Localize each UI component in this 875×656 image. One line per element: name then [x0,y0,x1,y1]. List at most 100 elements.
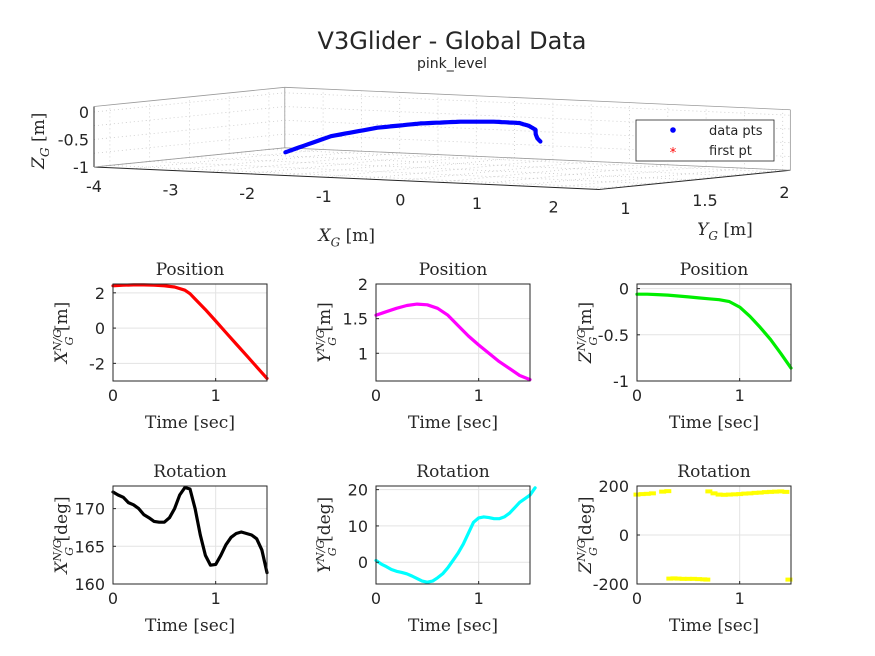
data-point [670,576,678,581]
grid-floor-y [268,149,775,173]
y-tick-label: -0.5 [598,326,629,345]
plot-3d-trajectory: -4 -3 -2 -1 0 1 2 1 1.5 2 0 -0.5 -1 XG [m] YG [m] ZG [m… [29,86,791,249]
x-axis-label: Time [sec] [408,413,498,433]
grid-floor-x [591,169,783,190]
box-edge [284,86,791,111]
box-edge [93,147,285,168]
axis-x-line [93,166,600,190]
grid-floor-y [149,161,656,185]
x-axis-label: Time [sec] [145,413,235,433]
subplot-title: Position [680,260,749,280]
data-point [777,489,785,494]
y-axis-label: YN/GG [m] [314,302,339,363]
axes-frame [636,283,792,382]
y-tick-label: 1 [358,344,368,363]
data-point [751,490,759,495]
data-point [638,492,646,497]
x-tick-label: 0 [632,589,642,608]
data-point [731,492,739,497]
y-tick-label: 20 [348,481,368,500]
axes-frame [112,485,268,585]
y-tick-label: 165 [74,537,105,556]
data-point [785,577,793,582]
y-tick-label: 2 [95,284,105,303]
data-point [666,576,674,581]
x-tick-label: 1 [474,589,484,608]
y3d-tick-label: 1 [620,199,630,218]
z3d-axis-label: ZG [m] [29,113,52,170]
data-point [725,492,733,497]
grid-floor-y [229,153,735,177]
grid-floor-x [438,162,630,183]
y-axis-label: XN/GG [m] [51,302,76,365]
box-edge [284,147,791,171]
subplot-rotation-x: 0 1 170 165 160 Rotation Time [sec] XN/GG [deg] [51,462,269,636]
grid-floor-x [323,157,515,178]
legend: data pts * first pt [635,119,775,162]
data-point [703,577,711,582]
x-tick-label: 1 [474,386,484,405]
data-point [756,490,764,495]
x-axis-label: Time [sec] [408,616,498,636]
data-point [710,491,718,496]
z3d-tick-label: -0.5 [58,131,89,150]
subplot-rotation-y: 0 1 20 10 0 Rotation Time [sec] YN/GG [deg] [314,462,537,636]
data-line [111,485,269,575]
x-tick-label: 1 [211,589,221,608]
y-tick-label: 0 [619,280,629,299]
grid-floor-x [247,154,439,175]
data-point [664,489,672,494]
y3d-tick-label: 2 [779,183,789,202]
x3d-tick-label: 2 [549,197,559,216]
data-point [761,490,769,495]
subplot-title: Rotation [416,462,490,482]
grid-floor-x [515,166,707,187]
box-edge [93,86,285,107]
data-point [679,576,687,581]
y-tick-label: 10 [348,517,368,536]
x3d-tick-label: 0 [395,191,405,210]
data-point [746,491,754,496]
y-tick-label: 0 [619,526,629,545]
x-axis-label: Time [sec] [669,616,759,636]
axes-frame [375,283,531,382]
x3d-tick-label: 1 [472,194,482,213]
data-point [659,489,667,494]
x-tick-label: 0 [108,589,118,608]
data-point [766,489,774,494]
z3d-tick-label: -1 [73,158,89,177]
data-point [741,491,749,496]
data-point [648,491,656,496]
y-tick-label: 170 [74,500,105,519]
x-tick-label: 1 [211,386,221,405]
axes-frame [375,485,531,585]
y-tick-label: 160 [74,575,105,594]
x3d-axis-label: XG [m] [317,226,376,249]
z3d-tick-label: 0 [79,103,89,122]
x-tick-label: 0 [108,386,118,405]
grid-floor-x [400,161,592,181]
y-axis-label: ZN/GG [deg] [575,497,600,575]
y-tick-label: -200 [593,575,629,594]
x-tick-label: 0 [632,386,642,405]
legend-label-first-pt: first pt [709,144,752,159]
y-axis-label: ZN/GG [m] [575,302,600,364]
data-line [374,302,532,382]
y3d-axis-label: YG [m] [697,220,753,243]
data-line [111,283,269,380]
y-tick-label: 1.5 [343,310,368,329]
legend-label-data-pts: data pts [709,124,763,139]
grid-back-z [284,133,791,157]
x-axis-label: Time [sec] [669,413,759,433]
data-point [674,576,682,581]
x-tick-label: 1 [735,386,745,405]
y-tick-label: 0 [358,553,368,572]
data-point [715,492,723,497]
grid-back-z [284,119,791,144]
legend-marker-data-pts [670,127,676,133]
data-point [684,576,692,581]
grid-floor-y [189,157,695,181]
x-axis-label: Time [sec] [145,616,235,636]
